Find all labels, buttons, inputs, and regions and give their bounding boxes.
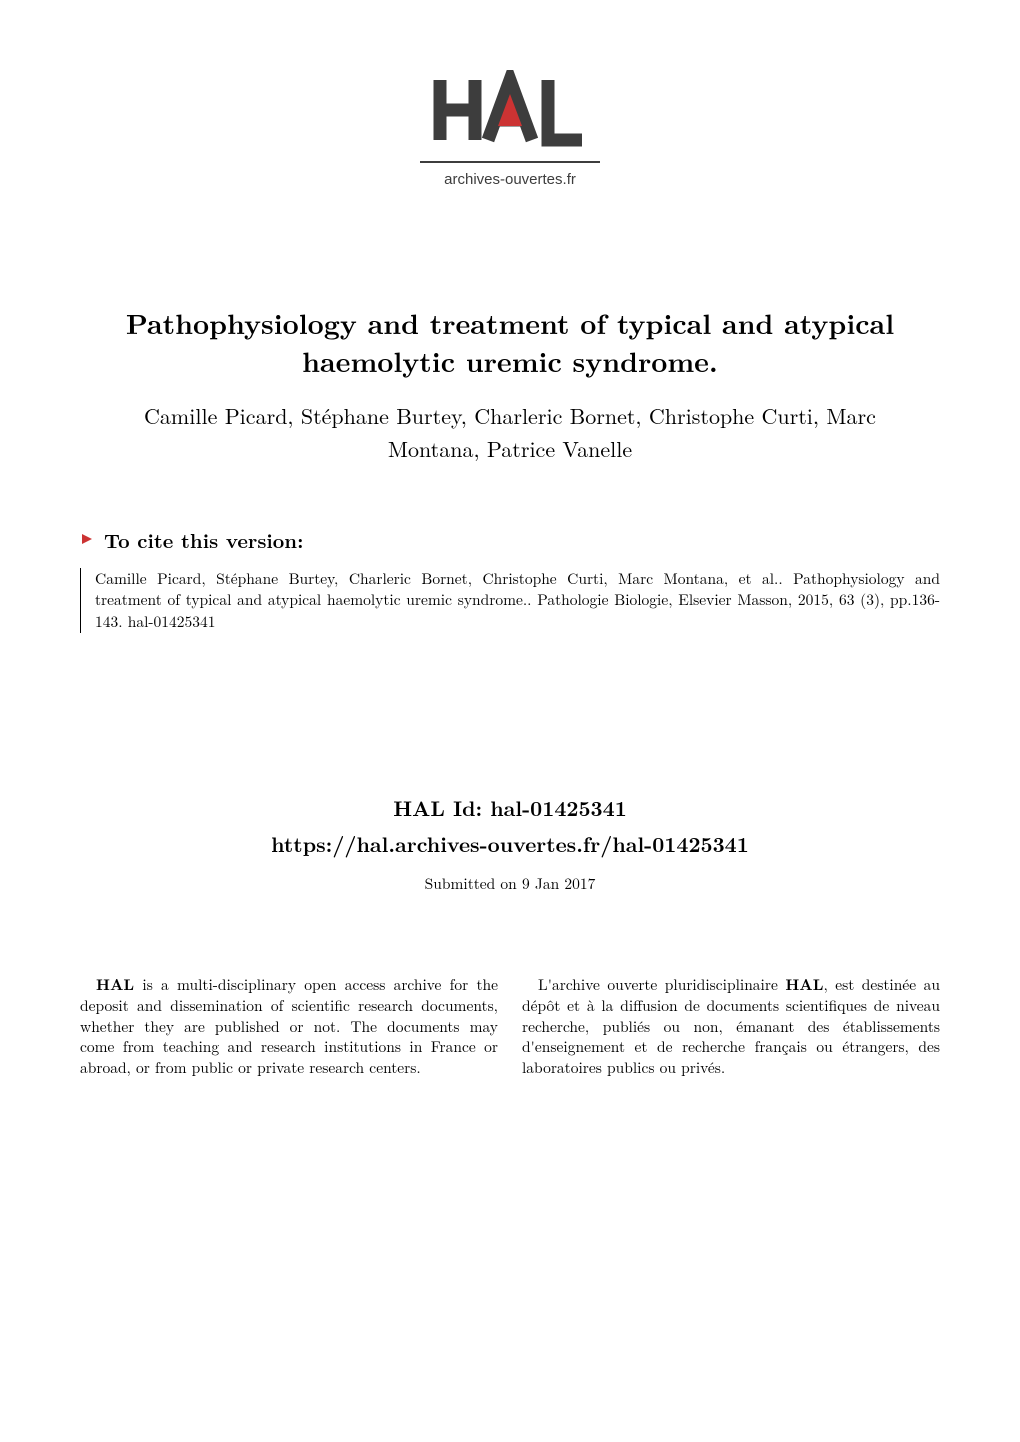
description-french-prefix: L'archive ouverte pluridisciplinaire xyxy=(538,974,785,995)
cite-section: To cite this version: Camille Picard, St… xyxy=(80,525,940,633)
description-french: L'archive ouverte pluridisciplinaire HAL… xyxy=(522,974,940,1080)
hal-url[interactable]: https://hal.archives-ouvertes.fr/hal-014… xyxy=(80,829,940,859)
description-english-body: is a multi-disciplinary open access arch… xyxy=(80,974,498,1079)
description-english-prefix: HAL xyxy=(96,972,134,995)
citation-text: Camille Picard, Stéphane Burtey, Charler… xyxy=(80,568,940,633)
hal-id-section: HAL Id: hal-01425341 https://hal.archive… xyxy=(80,793,940,859)
logo-domain-text: archives-ouvertes.fr xyxy=(444,171,576,188)
hal-id-value: hal-01425341 xyxy=(490,793,627,823)
hal-id-label: HAL Id: xyxy=(393,793,482,823)
paper-authors: Camille Picard, Stéphane Burtey, Charler… xyxy=(80,399,940,465)
hal-logo-svg: archives-ouvertes.fr xyxy=(420,70,600,200)
hal-logo: archives-ouvertes.fr xyxy=(420,70,600,205)
hal-logo-container: archives-ouvertes.fr xyxy=(80,70,940,205)
cite-arrow-icon xyxy=(80,528,94,551)
description-french-bold: HAL xyxy=(785,972,823,995)
submitted-date: Submitted on 9 Jan 2017 xyxy=(80,873,940,894)
hal-id-line: HAL Id: hal-01425341 xyxy=(80,793,940,823)
description-columns: HAL is a multi-disciplinary open access … xyxy=(80,974,940,1080)
cite-title-label: To cite this version: xyxy=(104,525,303,554)
paper-title: Pathophysiology and treatment of typical… xyxy=(80,305,940,381)
description-english: HAL is a multi-disciplinary open access … xyxy=(80,974,498,1080)
cite-header: To cite this version: xyxy=(80,525,940,554)
